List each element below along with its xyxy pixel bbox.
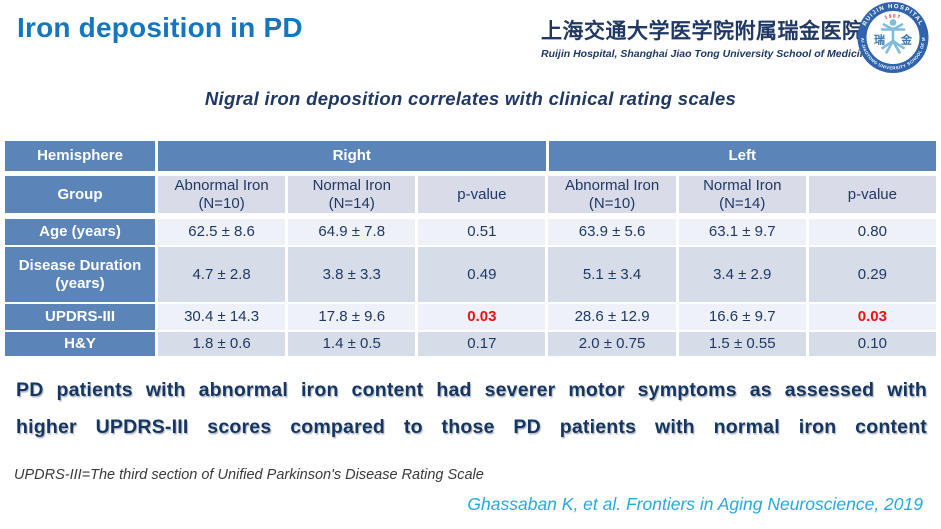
table-row-age: Age (years) 62.5 ± 8.6 64.9 ± 7.8 0.51 6… xyxy=(5,219,936,245)
hospital-header: 上海交通大学医学院附属瑞金医院 Ruijin Hospital, Shangha… xyxy=(541,15,872,60)
column-header-line1: p-value xyxy=(847,185,897,203)
section-header-left: Left xyxy=(548,141,936,171)
table-cell: 28.6 ± 12.9 xyxy=(548,304,676,330)
vitruvian-figure-icon xyxy=(880,23,906,54)
column-header: Normal Iron (N=14) xyxy=(288,176,416,213)
table-cell: 62.5 ± 8.6 xyxy=(158,219,286,245)
citation: Ghassaban K, et al. Frontiers in Aging N… xyxy=(467,494,923,514)
column-header-line2: (N=10) xyxy=(588,194,636,212)
seal-char-right: 金 xyxy=(900,33,913,47)
hospital-name-cn: 上海交通大学医学院附属瑞金医院 xyxy=(541,20,864,43)
table-cell: 1.8 ± 0.6 xyxy=(158,332,286,356)
table-cell: 0.10 xyxy=(808,332,936,356)
column-header-line1: p-value xyxy=(457,185,507,203)
table-cell: 4.7 ± 2.8 xyxy=(158,247,286,302)
footnote: UPDRS-III=The third section of Unified P… xyxy=(14,467,484,483)
table-row-hy: H&Y 1.8 ± 0.6 1.4 ± 0.5 0.17 2.0 ± 0.75 … xyxy=(5,332,936,356)
table-cell: 3.4 ± 2.9 xyxy=(678,247,806,302)
table-cell: 0.29 xyxy=(808,247,936,302)
table-row-updrs: UPDRS-III 30.4 ± 14.3 17.8 ± 9.6 0.03 28… xyxy=(5,304,936,330)
row-label: Age (years) xyxy=(5,219,155,245)
column-header-line2: (N=14) xyxy=(328,194,375,212)
column-header-line1: Normal Iron xyxy=(312,176,391,194)
slide-subtitle: Nigral iron deposition correlates with c… xyxy=(204,88,737,109)
seal-char-left: 瑞 xyxy=(874,33,885,47)
column-header-line1: Normal Iron xyxy=(703,176,782,194)
table-cell: 1.5 ± 0.55 xyxy=(678,332,806,356)
table-cell: 17.8 ± 9.6 xyxy=(288,304,416,330)
table-cell: 30.4 ± 14.3 xyxy=(158,304,286,330)
svg-text:1907: 1907 xyxy=(884,13,902,20)
row-label: UPDRS-III xyxy=(5,304,155,330)
table-cell: 2.0 ± 0.75 xyxy=(548,332,676,356)
table-cell: 0.49 xyxy=(418,247,546,302)
hospital-logo-icon: RUIJIN HOSPITAL SHANGHAI JIAOTONG UNIVER… xyxy=(849,1,929,73)
column-header-line2: (N=14) xyxy=(719,194,766,212)
table-cell-significant: 0.03 xyxy=(808,304,936,330)
finding-line-1: PD patients with abnormal iron content h… xyxy=(16,379,927,401)
table-section-row: Hemisphere Right Left xyxy=(5,141,936,171)
table-cell: 3.8 ± 3.3 xyxy=(288,247,416,302)
table-cell: 0.17 xyxy=(418,332,546,356)
figure-head xyxy=(889,19,897,26)
column-header-line2: (N=10) xyxy=(198,194,245,212)
table-cell: 0.51 xyxy=(418,219,546,245)
hospital-name-en: Ruijin Hospital, Shanghai Jiao Tong Univ… xyxy=(541,48,872,60)
column-header: Abnormal Iron (N=10) xyxy=(158,176,286,213)
column-header-line1: Abnormal Iron xyxy=(174,176,269,194)
table-group-row: Group Abnormal Iron (N=10) Normal Iron (… xyxy=(5,176,936,213)
column-header: Abnormal Iron (N=10) xyxy=(548,176,676,213)
table-cell: 64.9 ± 7.8 xyxy=(288,219,416,245)
column-header-line1: Abnormal Iron xyxy=(564,176,660,194)
logo-year-text: 1907 xyxy=(884,13,901,20)
key-finding-text: PD patients with abnormal iron content h… xyxy=(16,372,927,446)
row-label: Disease Duration (years) xyxy=(5,247,155,302)
section-header-right: Right xyxy=(158,141,546,171)
table-cell: 63.1 ± 9.7 xyxy=(678,219,806,245)
column-header: p-value xyxy=(418,176,546,213)
table-row-disease-duration: Disease Duration (years) 4.7 ± 2.8 3.8 ±… xyxy=(5,247,936,302)
column-header: Normal Iron (N=14) xyxy=(678,176,806,213)
table-cell: 16.6 ± 9.7 xyxy=(678,304,806,330)
table-cell: 5.1 ± 3.4 xyxy=(548,247,676,302)
group-header-cell: Group xyxy=(5,176,155,213)
table-cell: 63.9 ± 5.6 xyxy=(548,219,676,245)
finding-line-2: higher UPDRS-III scores compared to thos… xyxy=(16,416,927,438)
results-table: Hemisphere Right Left Group Abnormal Iro… xyxy=(5,141,936,356)
hemisphere-header-cell: Hemisphere xyxy=(5,141,155,171)
row-label: H&Y xyxy=(5,332,155,356)
table-cell: 0.80 xyxy=(808,219,936,245)
column-header: p-value xyxy=(808,176,936,213)
table-cell: 1.4 ± 0.5 xyxy=(288,332,416,356)
table-cell-significant: 0.03 xyxy=(418,304,546,330)
page-title: Iron deposition in PD xyxy=(17,12,303,43)
